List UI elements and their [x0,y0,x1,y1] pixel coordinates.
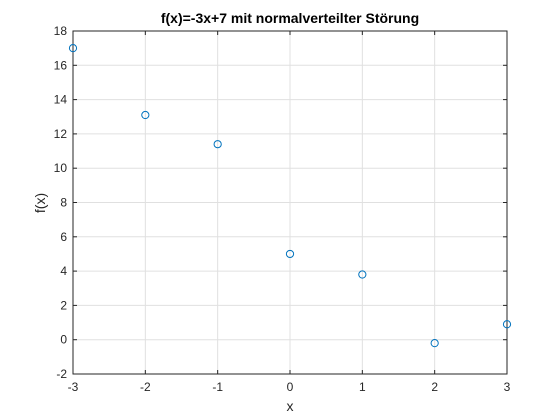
chart-title: f(x)=-3x+7 mit normalverteilter Störung [161,10,419,26]
data-point [430,339,439,348]
x-tick-label: 0 [287,380,294,394]
x-tick-label: -1 [212,380,223,394]
y-tick-label: 16 [54,58,68,72]
axis-ticks [72,30,508,375]
data-point [502,320,512,329]
x-tick-label: 3 [504,380,511,394]
data-point [213,140,222,149]
x-tick-label: 1 [359,380,366,394]
data-point [141,110,150,120]
y-tick-label: -2 [56,367,67,381]
y-tick-label: 6 [60,230,67,244]
y-tick-label: 0 [60,333,67,347]
y-tick-label: 18 [54,24,68,38]
y-tick-label: 2 [60,298,67,312]
y-axis-label: f(x) [32,193,48,213]
x-tick-label: -2 [140,380,151,394]
y-tick-label: 8 [60,196,67,210]
x-axis-label: x [287,398,294,414]
data-point [285,249,295,259]
y-tick-label: 14 [54,93,68,107]
y-tick-label: 4 [60,264,67,278]
x-tick-label: 2 [431,380,438,394]
y-tick-labels: -2 0 2 4 6 8 10 12 14 16 18 [54,24,68,381]
y-tick-label: 10 [54,161,68,175]
data-points [68,44,512,348]
x-tick-labels: -3 -2 -1 0 1 2 3 [68,380,511,394]
data-point [68,44,78,53]
x-tick-label: -3 [68,380,79,394]
data-point [358,270,367,279]
y-tick-label: 12 [54,127,68,141]
